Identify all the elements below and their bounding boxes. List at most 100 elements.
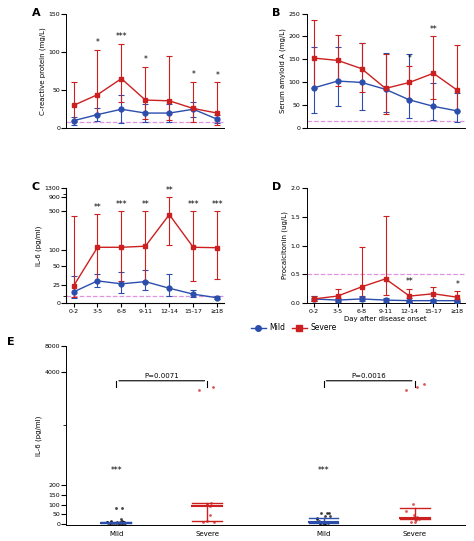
Point (108, 518, 115, 527)
Point (114, 518, 122, 527)
Point (316, 518, 324, 527)
Point (321, 518, 328, 527)
Point (407, 518, 414, 526)
Point (120, 518, 128, 526)
Point (315, 517, 323, 526)
Point (415, 515, 423, 524)
Y-axis label: Procalcitonin (ug/L): Procalcitonin (ug/L) (281, 212, 288, 280)
Point (410, 511, 418, 520)
Text: **: ** (406, 278, 413, 286)
Point (326, 509, 333, 518)
Text: **: ** (165, 186, 173, 195)
Y-axis label: IL-6 (pg/ml): IL-6 (pg/ml) (35, 415, 42, 456)
Point (120, 518, 128, 527)
Point (410, 500, 417, 509)
Point (411, 515, 419, 524)
Text: ***: *** (187, 200, 199, 209)
Text: P=0.0016: P=0.0016 (352, 373, 386, 379)
Text: *: * (215, 70, 219, 80)
Point (118, 519, 126, 527)
Point (323, 509, 330, 518)
Point (116, 518, 123, 527)
Text: *: * (191, 70, 195, 79)
Point (112, 504, 120, 512)
Text: *: * (144, 55, 147, 64)
Point (116, 519, 124, 528)
Text: ***: *** (211, 200, 223, 209)
Point (118, 517, 126, 526)
Point (420, 380, 428, 389)
Point (413, 513, 421, 522)
Point (117, 518, 124, 526)
Point (203, 499, 211, 508)
Point (103, 517, 111, 526)
Point (326, 511, 333, 520)
Point (210, 518, 218, 527)
Text: B: B (272, 8, 280, 18)
Point (199, 518, 207, 526)
Text: A: A (32, 8, 40, 18)
Point (108, 518, 115, 527)
Text: E: E (7, 338, 14, 347)
Point (110, 519, 118, 527)
Point (315, 517, 322, 525)
Point (326, 518, 334, 527)
Text: ***: *** (116, 200, 127, 209)
Point (402, 506, 410, 515)
X-axis label: Day after disease onset: Day after disease onset (344, 316, 427, 322)
Text: P=0.0071: P=0.0071 (145, 373, 179, 379)
Point (414, 513, 421, 522)
Legend: Mild, Severe: Mild, Severe (247, 320, 340, 335)
Point (325, 518, 333, 527)
Point (118, 504, 125, 513)
Y-axis label: C-reactive protein (mg/L): C-reactive protein (mg/L) (39, 27, 46, 115)
Point (411, 518, 419, 526)
Text: ***: *** (318, 466, 329, 476)
Point (209, 383, 217, 392)
Point (320, 519, 328, 528)
Point (113, 519, 120, 527)
Text: **: ** (93, 203, 101, 212)
Point (319, 519, 327, 527)
Y-axis label: IL-6 (pg/ml): IL-6 (pg/ml) (35, 226, 42, 266)
Text: **: ** (429, 25, 438, 34)
Point (119, 518, 127, 526)
Point (316, 519, 324, 527)
Point (318, 509, 325, 517)
Point (118, 514, 125, 523)
Point (107, 517, 115, 526)
Text: **: ** (141, 200, 149, 209)
Point (318, 518, 326, 527)
Point (121, 519, 129, 527)
Point (313, 514, 320, 523)
Point (105, 518, 112, 527)
Point (207, 502, 214, 510)
Point (412, 516, 419, 524)
Point (324, 519, 332, 527)
Point (322, 518, 329, 527)
Point (103, 518, 111, 526)
Y-axis label: Serum amyloid A (mg/L): Serum amyloid A (mg/L) (279, 29, 286, 114)
Point (106, 519, 114, 527)
Text: D: D (272, 182, 281, 193)
Text: ***: *** (110, 466, 122, 476)
Point (321, 512, 329, 520)
Point (403, 386, 410, 394)
Text: *: * (96, 38, 100, 48)
Point (119, 518, 127, 527)
Text: ***: *** (116, 32, 127, 41)
Text: *: * (408, 55, 411, 63)
Point (316, 519, 324, 527)
Text: *: * (456, 280, 459, 288)
Point (417, 513, 424, 522)
Point (206, 511, 214, 520)
Point (203, 517, 210, 526)
Point (313, 513, 320, 522)
Point (118, 518, 126, 527)
Point (409, 513, 416, 522)
Point (114, 518, 121, 526)
Point (321, 519, 329, 527)
Point (322, 518, 330, 526)
Text: C: C (32, 182, 40, 193)
Point (195, 386, 202, 394)
